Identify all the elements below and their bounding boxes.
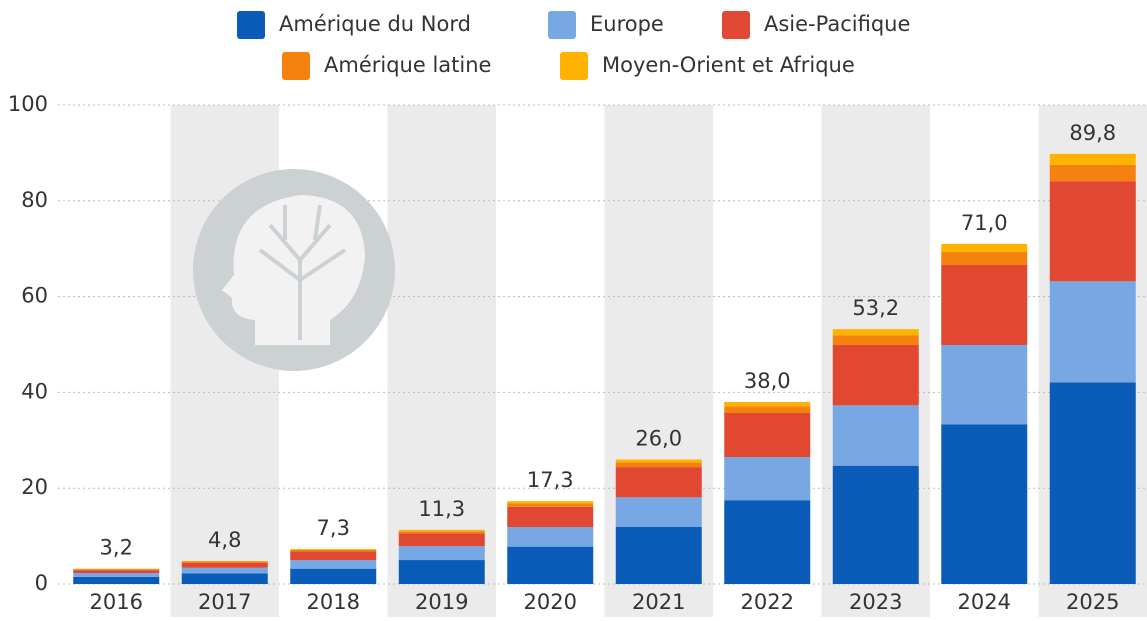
x-tick-label: 2018 xyxy=(307,590,360,614)
bar-segment xyxy=(1050,181,1136,281)
bar-segment xyxy=(73,569,159,570)
total-label: 71,0 xyxy=(961,211,1008,235)
legend-label: Amérique du Nord xyxy=(279,12,471,36)
total-label: 3,2 xyxy=(100,536,133,560)
bar-segment xyxy=(833,329,919,335)
x-tick-label: 2020 xyxy=(524,590,577,614)
y-tick-label: 80 xyxy=(21,188,48,212)
bar-segment xyxy=(182,568,268,574)
bar-segment xyxy=(941,244,1027,252)
bar-segment xyxy=(941,252,1027,265)
x-tick-label: 2017 xyxy=(198,590,251,614)
bar-segment xyxy=(73,577,159,584)
total-label: 4,8 xyxy=(208,528,241,552)
bar-segment xyxy=(616,497,702,527)
bar-segment xyxy=(941,265,1027,345)
bar-segment xyxy=(507,507,593,527)
y-tick-label: 60 xyxy=(21,284,48,308)
bar-segment xyxy=(290,550,376,551)
bar-segment xyxy=(616,527,702,584)
bar-segment xyxy=(941,424,1027,584)
x-tick-label: 2025 xyxy=(1066,590,1119,614)
bar-segment xyxy=(724,413,810,457)
bar-segment xyxy=(941,345,1027,425)
total-label: 17,3 xyxy=(527,468,574,492)
bar-segment xyxy=(616,467,702,497)
bar-segment xyxy=(1050,382,1136,584)
bar-segment xyxy=(507,504,593,507)
legend-label: Europe xyxy=(590,12,664,36)
total-label: 7,3 xyxy=(317,516,350,540)
bar-segment xyxy=(724,402,810,406)
y-tick-label: 100 xyxy=(8,92,48,116)
bar-segment xyxy=(833,345,919,405)
bar-segment xyxy=(399,530,485,531)
bar-segment xyxy=(616,462,702,467)
legend-swatch xyxy=(282,52,310,80)
bar-segment xyxy=(290,551,376,560)
bar-segment xyxy=(182,573,268,584)
bar-segment xyxy=(182,561,268,562)
bar-segment xyxy=(724,500,810,584)
bar-segment xyxy=(399,533,485,546)
x-tick-label: 2016 xyxy=(90,590,143,614)
bar-segment xyxy=(724,406,810,413)
legend-swatch xyxy=(548,11,576,39)
bar-segment xyxy=(507,501,593,503)
y-tick-label: 40 xyxy=(21,379,48,403)
x-tick-label: 2024 xyxy=(958,590,1011,614)
bar-segment xyxy=(1050,154,1136,165)
total-label: 38,0 xyxy=(744,369,791,393)
bar-segment xyxy=(724,457,810,500)
x-tick-label: 2023 xyxy=(849,590,902,614)
bar-segment xyxy=(616,459,702,462)
bar-segment xyxy=(182,563,268,568)
bar-segment xyxy=(507,527,593,547)
bar-segment xyxy=(1050,165,1136,181)
brain-icon xyxy=(193,169,395,371)
legend-label: Amérique latine xyxy=(324,53,491,77)
bar-segment xyxy=(507,547,593,584)
total-label: 26,0 xyxy=(635,426,682,450)
x-tick-label: 2021 xyxy=(632,590,685,614)
bar-segment xyxy=(290,560,376,569)
bar-segment xyxy=(399,546,485,560)
bar-segment xyxy=(290,569,376,584)
bar-segment xyxy=(399,560,485,584)
bar-segment xyxy=(399,531,485,533)
y-tick-label: 0 xyxy=(35,571,48,595)
bar-segment xyxy=(73,573,159,577)
legend-label: Asie-Pacifique xyxy=(764,12,910,36)
bar-segment xyxy=(833,335,919,345)
y-tick-label: 20 xyxy=(21,475,48,499)
bar-segment xyxy=(73,570,159,573)
bar-segment xyxy=(833,405,919,465)
legend-swatch xyxy=(560,52,588,80)
x-tick-label: 2022 xyxy=(741,590,794,614)
legend-label: Moyen-Orient et Afrique xyxy=(602,53,855,77)
bar-segment xyxy=(833,466,919,584)
bar-segment xyxy=(290,549,376,550)
legend-swatch xyxy=(722,11,750,39)
total-label: 11,3 xyxy=(418,497,465,521)
legend-swatch xyxy=(237,11,265,39)
total-label: 53,2 xyxy=(852,296,899,320)
total-label: 89,8 xyxy=(1069,121,1116,145)
x-tick-label: 2019 xyxy=(415,590,468,614)
bar-segment xyxy=(1050,281,1136,382)
